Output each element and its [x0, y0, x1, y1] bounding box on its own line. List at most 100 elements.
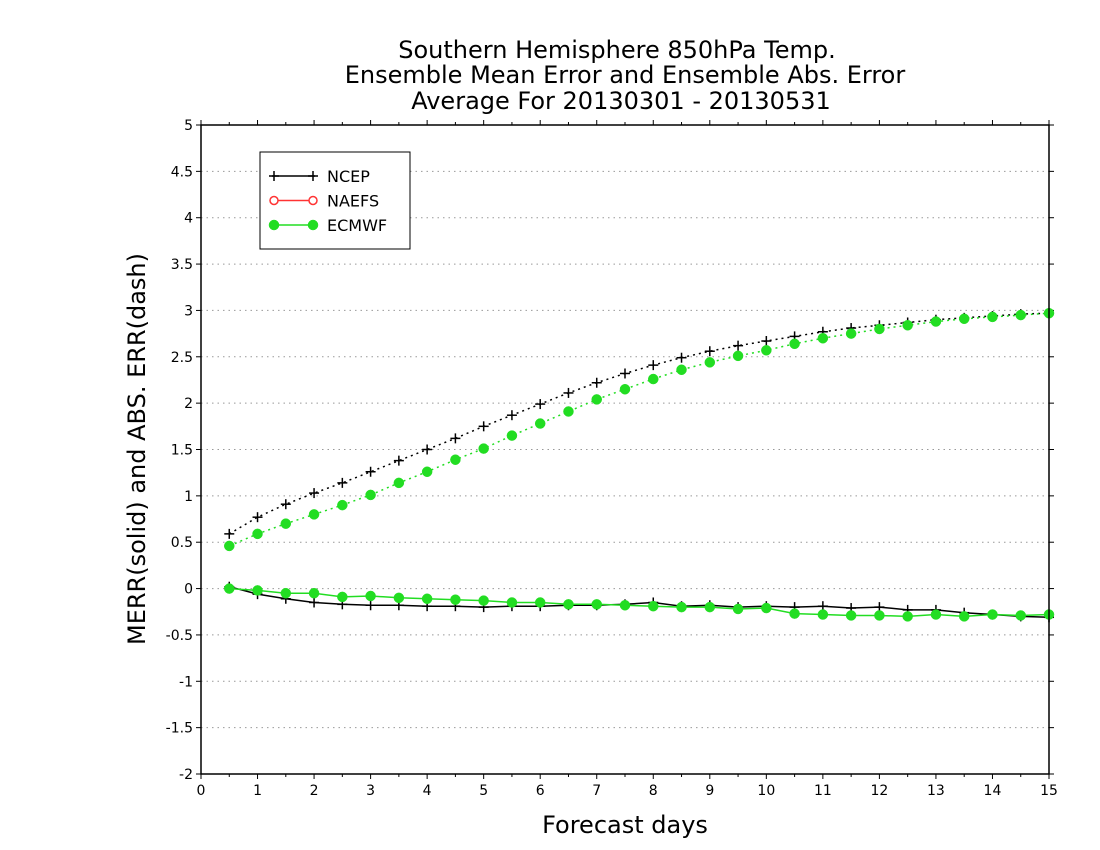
- x-tick-label: 2: [310, 783, 319, 799]
- ncep-abserr-point: [365, 466, 376, 477]
- ecmwf-merr-point: [365, 590, 376, 602]
- ecmwf-merr-point: [676, 601, 687, 613]
- ecmwf-abserr-point: [478, 443, 489, 454]
- ecmwf-abserr-point: [619, 383, 631, 395]
- ecmwf-merr-point: [902, 611, 913, 622]
- ecmwf-merr-point: [987, 609, 998, 620]
- x-tick-label: 4: [423, 783, 432, 799]
- ncep-abserr-point: [648, 360, 659, 371]
- ncep-abserr-point: [337, 477, 348, 488]
- ecmwf-merr-line: [229, 587, 1050, 618]
- ecmwf-abserr-point: [563, 406, 574, 417]
- ncep-abserr-point: [224, 528, 235, 539]
- ecmwf-merr-point: [252, 585, 263, 596]
- ecmwf-abserr-point: [393, 477, 405, 489]
- y-tick-label: 4: [184, 211, 193, 227]
- ecmwf-merr-point: [534, 597, 546, 608]
- ecmwf-abserr-point: [930, 316, 942, 327]
- ecmwf-abserr-point: [1015, 309, 1026, 321]
- ecmwf-merr-point: [450, 594, 461, 605]
- chart-title-line-3: Average For 20130301 - 20130531: [411, 87, 831, 115]
- ncep-abserr-point: [506, 410, 517, 421]
- ncep-abserr-point: [704, 346, 715, 357]
- ncep-abserr-point: [676, 352, 687, 363]
- ecmwf-abserr-point: [676, 364, 687, 376]
- ecmwf-abserr-point: [817, 332, 829, 344]
- ecmwf-merr-point: [789, 608, 800, 619]
- ecmwf-abserr-point: [987, 311, 998, 323]
- x-tick-label: 10: [757, 783, 775, 799]
- ncep-abserr-line: [228, 312, 1050, 535]
- ecmwf-merr-point: [280, 587, 292, 599]
- ecmwf-abserr-point: [704, 357, 716, 368]
- x-tick-label: 1: [253, 783, 262, 799]
- ecmwf-abserr-point: [761, 345, 772, 356]
- ecmwf-abserr-point: [280, 518, 292, 529]
- ncep-merr-line: [229, 585, 1050, 619]
- ecmwf-merr-point: [224, 583, 235, 594]
- ecmwf-abserr-point: [506, 430, 518, 441]
- ncep-abserr-point: [309, 488, 320, 499]
- legend-marker: [268, 219, 280, 231]
- ecmwf-merr-point: [817, 609, 829, 620]
- ecmwf-abserr-point: [902, 320, 913, 331]
- legend-items: NCEP NAEFS ECMWF: [268, 167, 387, 235]
- ecmwf-merr-point: [704, 601, 716, 613]
- ncep-abserr-point: [761, 336, 772, 347]
- ecmwf-abserr-point: [337, 499, 348, 511]
- y-axis-label: MERR(solid) and ABS. ERR(dash): [123, 253, 151, 645]
- ecmwf-abserr-line: [229, 312, 1050, 547]
- x-tick-label: 3: [366, 783, 375, 799]
- ecmwf-abserr-point: [252, 528, 263, 540]
- x-tick-label: 6: [536, 783, 545, 799]
- ecmwf-merr-point: [874, 610, 885, 621]
- plot-frame: [200, 124, 1050, 775]
- ncep-abserr-point: [591, 377, 602, 388]
- legend-item-ecmwf: ECMWF: [268, 216, 387, 235]
- ncep-abserr-point: [252, 512, 263, 523]
- x-tick-label: 8: [649, 783, 658, 799]
- ecmwf-merr-point: [563, 599, 574, 610]
- ecmwf-abserr-point: [845, 328, 857, 339]
- ecmwf-abserr-point: [874, 323, 885, 335]
- ecmwf-merr-point: [732, 603, 744, 615]
- x-tick-label: 9: [705, 783, 714, 799]
- series-layer: [224, 307, 1055, 623]
- legend-item-ncep: NCEP: [269, 167, 370, 186]
- ecmwf-merr-point: [1015, 610, 1026, 621]
- ecmwf-merr-point: [308, 587, 320, 599]
- ecmwf-abserr-point: [732, 350, 744, 362]
- ncep-abserr-point: [563, 387, 574, 398]
- ncep-abserr-point: [422, 444, 433, 455]
- ecmwf-merr-point: [648, 600, 659, 612]
- x-tick-label: 7: [592, 783, 601, 799]
- y-tick-label: 3: [184, 303, 193, 319]
- ecmwf-merr-point: [421, 593, 433, 605]
- x-tick-label: 14: [984, 783, 1002, 799]
- chart-title: Southern Hemisphere 850hPa Temp. Ensembl…: [345, 36, 906, 115]
- x-tick-label: 11: [814, 783, 832, 799]
- ncep-abserr-point: [450, 433, 461, 444]
- ecmwf-merr-point: [761, 602, 772, 614]
- y-tick-label: 0: [184, 582, 193, 598]
- ncep-abserr-point: [478, 421, 489, 432]
- chart-title-line-1: Southern Hemisphere 850hPa Temp.: [398, 36, 835, 64]
- legend-marker: [307, 219, 319, 231]
- ecmwf-merr-point: [958, 611, 970, 622]
- legend-marker: [269, 195, 279, 206]
- ecmwf-merr-point: [619, 600, 631, 611]
- y-tick-label: -1: [179, 674, 193, 690]
- ecmwf-merr-point: [930, 609, 942, 620]
- y-tick-label: 2.5: [171, 350, 193, 366]
- legend-marker: [308, 171, 318, 181]
- ecmwf-merr-point: [506, 597, 518, 608]
- y-tick-label: 5: [184, 118, 193, 134]
- ncep-abserr-point: [733, 340, 744, 351]
- ecmwf-abserr-point: [534, 418, 546, 429]
- y-tick-label: 2: [184, 396, 193, 412]
- gridlines: [201, 170, 1049, 729]
- x-tick-label: 0: [197, 783, 206, 799]
- ecmwf-abserr-point: [450, 454, 461, 465]
- y-tick-label: 1: [184, 489, 193, 505]
